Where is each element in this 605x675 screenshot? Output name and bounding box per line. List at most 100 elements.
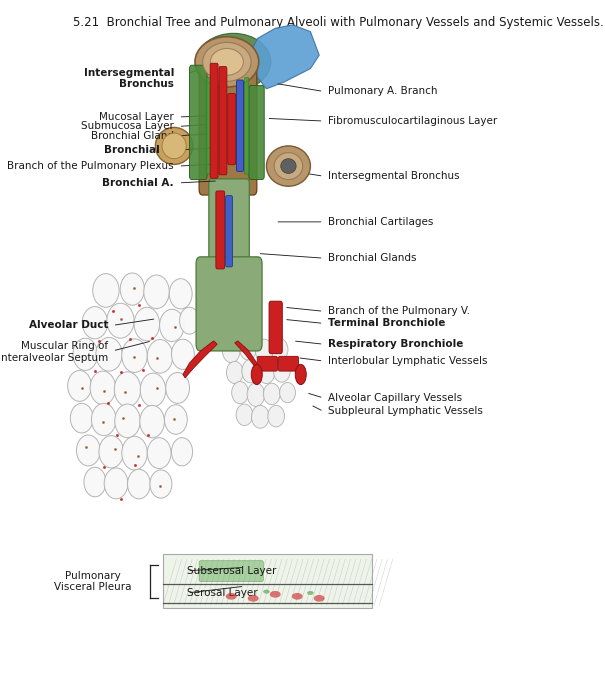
Ellipse shape: [90, 371, 116, 405]
FancyBboxPatch shape: [216, 191, 224, 269]
Text: Subserosal Layer: Subserosal Layer: [188, 566, 276, 576]
Ellipse shape: [292, 593, 302, 599]
Ellipse shape: [107, 303, 134, 338]
Ellipse shape: [223, 339, 240, 362]
Ellipse shape: [203, 43, 251, 82]
Ellipse shape: [171, 437, 192, 466]
Polygon shape: [183, 341, 217, 378]
Ellipse shape: [232, 381, 249, 404]
Ellipse shape: [280, 383, 295, 403]
FancyBboxPatch shape: [227, 93, 236, 165]
Ellipse shape: [281, 159, 296, 173]
Ellipse shape: [115, 404, 140, 437]
Ellipse shape: [263, 589, 270, 593]
Text: Pulmonary A. Branch: Pulmonary A. Branch: [328, 86, 437, 97]
Ellipse shape: [140, 406, 165, 437]
Text: Alveolar Capillary Vessels: Alveolar Capillary Vessels: [328, 393, 462, 403]
Ellipse shape: [270, 591, 281, 597]
FancyBboxPatch shape: [196, 256, 262, 351]
Ellipse shape: [236, 404, 253, 425]
Ellipse shape: [134, 307, 160, 341]
Ellipse shape: [266, 146, 310, 186]
Ellipse shape: [96, 338, 122, 371]
Ellipse shape: [166, 373, 189, 404]
Text: Respiratory Bronchiole: Respiratory Bronchiole: [328, 340, 463, 349]
Ellipse shape: [314, 595, 325, 601]
Text: Pulmonary
Visceral Pleura: Pulmonary Visceral Pleura: [54, 571, 131, 593]
Ellipse shape: [251, 364, 263, 385]
Ellipse shape: [195, 36, 259, 87]
Text: Submucosa Layer: Submucosa Layer: [81, 122, 174, 132]
Text: Alveolar Duct: Alveolar Duct: [28, 321, 108, 330]
Text: Branch of the Pulmonary V.: Branch of the Pulmonary V.: [328, 306, 470, 317]
Ellipse shape: [255, 339, 273, 362]
Ellipse shape: [273, 360, 290, 382]
FancyBboxPatch shape: [219, 67, 227, 175]
Text: Bronchial Glands: Bronchial Glands: [328, 253, 416, 263]
Ellipse shape: [114, 372, 141, 407]
FancyBboxPatch shape: [278, 356, 298, 371]
Ellipse shape: [160, 309, 184, 342]
FancyBboxPatch shape: [206, 78, 211, 174]
Ellipse shape: [226, 361, 243, 383]
FancyBboxPatch shape: [249, 86, 264, 180]
Ellipse shape: [84, 467, 106, 497]
Ellipse shape: [76, 435, 100, 466]
Text: Muscular Ring of
Interalveolar Septum: Muscular Ring of Interalveolar Septum: [0, 342, 108, 363]
Ellipse shape: [70, 404, 93, 433]
Ellipse shape: [242, 359, 260, 383]
Ellipse shape: [99, 435, 123, 468]
Text: Serosal Layer: Serosal Layer: [188, 588, 258, 598]
FancyBboxPatch shape: [237, 80, 244, 171]
Ellipse shape: [147, 437, 171, 468]
Ellipse shape: [122, 339, 147, 373]
Ellipse shape: [307, 591, 314, 595]
Ellipse shape: [91, 404, 116, 435]
FancyBboxPatch shape: [269, 301, 283, 354]
Ellipse shape: [155, 128, 193, 165]
FancyBboxPatch shape: [210, 63, 218, 178]
Ellipse shape: [226, 593, 237, 599]
FancyBboxPatch shape: [244, 78, 249, 174]
Ellipse shape: [268, 406, 284, 427]
Ellipse shape: [162, 133, 186, 159]
Ellipse shape: [295, 364, 306, 385]
FancyBboxPatch shape: [199, 53, 257, 195]
FancyBboxPatch shape: [226, 196, 232, 267]
Ellipse shape: [211, 49, 243, 76]
Ellipse shape: [240, 338, 257, 360]
Ellipse shape: [120, 273, 145, 305]
Ellipse shape: [82, 306, 108, 339]
Ellipse shape: [180, 307, 200, 334]
Ellipse shape: [258, 361, 275, 383]
FancyBboxPatch shape: [189, 65, 207, 180]
Text: 5.21  Bronchial Tree and Pulmonary Alveoli with Pulmonary Vessels and Systemic V: 5.21 Bronchial Tree and Pulmonary Alveol…: [73, 16, 605, 29]
Polygon shape: [249, 25, 319, 89]
FancyBboxPatch shape: [163, 554, 372, 608]
Text: Bronchial V.: Bronchial V.: [104, 145, 174, 155]
Ellipse shape: [104, 468, 128, 499]
Ellipse shape: [128, 469, 151, 499]
Ellipse shape: [247, 383, 264, 406]
Text: Intersegmental Bronchus: Intersegmental Bronchus: [328, 171, 460, 181]
Text: Bronchial Gland: Bronchial Gland: [91, 131, 174, 141]
Text: Branch of the Pulmonary Plexus: Branch of the Pulmonary Plexus: [7, 161, 174, 171]
Ellipse shape: [144, 275, 169, 308]
Text: Fibromusculocartilaginous Layer: Fibromusculocartilaginous Layer: [328, 116, 497, 126]
Text: Bronchial Cartilages: Bronchial Cartilages: [328, 217, 433, 227]
Ellipse shape: [122, 436, 147, 470]
Ellipse shape: [93, 273, 119, 307]
Ellipse shape: [248, 595, 259, 601]
Text: Intersegmental
Bronchus: Intersegmental Bronchus: [83, 68, 174, 90]
FancyBboxPatch shape: [257, 356, 278, 371]
Ellipse shape: [263, 383, 280, 405]
Ellipse shape: [140, 373, 166, 407]
Ellipse shape: [252, 406, 269, 428]
Text: Terminal Bronchiole: Terminal Bronchiole: [328, 319, 445, 328]
FancyBboxPatch shape: [209, 179, 249, 274]
Ellipse shape: [196, 33, 271, 90]
Ellipse shape: [271, 338, 288, 360]
Ellipse shape: [169, 279, 192, 309]
Text: Mucosal Layer: Mucosal Layer: [99, 112, 174, 122]
Ellipse shape: [68, 371, 91, 402]
